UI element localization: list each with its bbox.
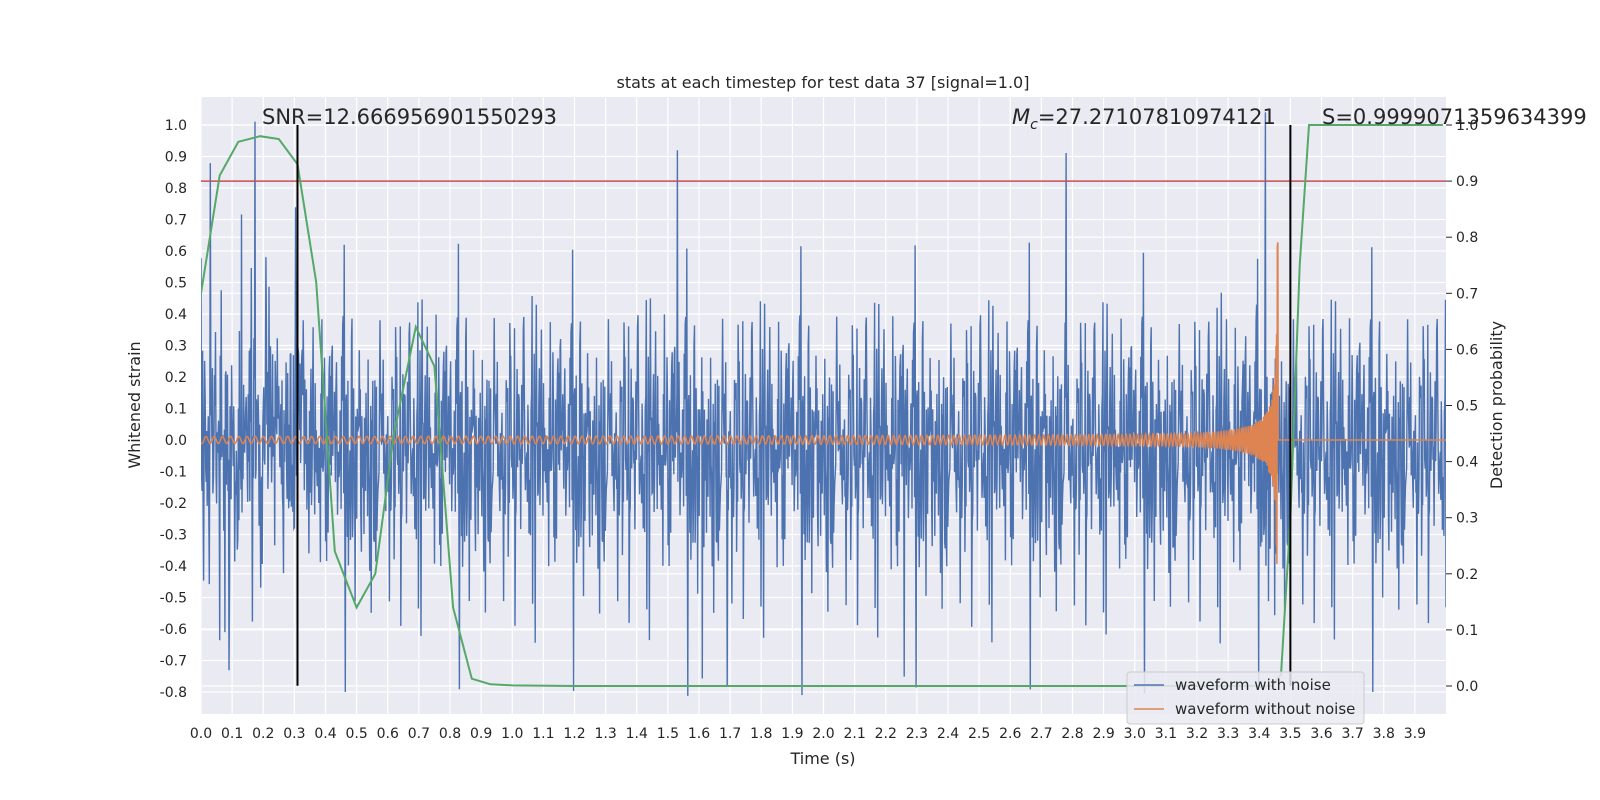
x-tick-label: 0.1 <box>221 726 243 742</box>
legend: waveform with noise waveform without noi… <box>1126 671 1365 725</box>
x-tick-label: 0.2 <box>252 726 274 742</box>
y-left-tick-label: -0.5 <box>160 591 187 607</box>
x-tick-label: 0.0 <box>190 726 212 742</box>
y-axis-left-label: Whitened strain <box>125 341 144 468</box>
chart-title: stats at each timestep for test data 37 … <box>617 73 1030 92</box>
y-left-tick-label: 0.6 <box>165 244 187 260</box>
x-tick-label: 1.5 <box>657 726 679 742</box>
x-tick-label: 3.4 <box>1248 726 1270 742</box>
x-tick-label: 2.3 <box>906 726 928 742</box>
x-tick-label: 3.9 <box>1404 726 1426 742</box>
y-left-tick-label: 0.8 <box>165 181 187 197</box>
y-right-tick-label: 0.1 <box>1456 623 1478 639</box>
y-left-tick-label: 0.1 <box>165 402 187 418</box>
y-right-tick-label: 0.7 <box>1456 286 1478 302</box>
y-left-tick-label: 0.4 <box>165 307 187 323</box>
y-left-tick-label: 0.3 <box>165 339 187 355</box>
x-tick-label: 3.0 <box>1124 726 1146 742</box>
y-right-tick-label: 0.6 <box>1456 342 1478 358</box>
y-left-tick-label: -0.7 <box>160 654 187 670</box>
x-tick-label: 1.8 <box>750 726 772 742</box>
x-tick-label: 2.6 <box>999 726 1021 742</box>
y-left-tick-label: 0.7 <box>165 213 187 229</box>
y-right-tick-label: 0.8 <box>1456 230 1478 246</box>
x-tick-label: 3.6 <box>1310 726 1332 742</box>
x-tick-label: 2.1 <box>843 726 865 742</box>
y-right-tick-label: 0.4 <box>1456 455 1478 471</box>
x-tick-label: 2.9 <box>1092 726 1114 742</box>
y-left-tick-label: 0.0 <box>165 433 187 449</box>
y-axis-left-ticks: 1.0 0.9 0.8 0.7 0.6 0.5 0.4 0.3 0.2 0.1 0.0 -0.1 -0.… <box>160 118 187 701</box>
x-tick-label: 0.8 <box>439 726 461 742</box>
x-tick-label: 2.2 <box>875 726 897 742</box>
s-annotation: S=0.9999071359634399 <box>1322 105 1587 129</box>
series-waveform-without-noise <box>201 242 1446 564</box>
chirp-mass-annotation: Mc=27.27107810974121 <box>1012 105 1276 133</box>
y-left-tick-label: 0.9 <box>165 150 187 166</box>
x-tick-label: 0.6 <box>377 726 399 742</box>
y-right-tick-label: 1.0 <box>1456 118 1478 134</box>
x-tick-label: 3.7 <box>1341 726 1363 742</box>
y-right-tick-label: 0.0 <box>1456 679 1478 695</box>
y-right-tick-label: 0.5 <box>1456 399 1478 415</box>
x-tick-label: 1.1 <box>532 726 554 742</box>
legend-label-noise: waveform with noise <box>1175 676 1331 694</box>
y-left-tick-label: 1.0 <box>165 118 187 134</box>
y-left-tick-label: 0.2 <box>165 370 187 386</box>
chirp-mass-value: =27.27107810974121 <box>1038 105 1276 129</box>
x-axis-label: Time (s) <box>789 749 855 768</box>
x-tick-label: 1.4 <box>626 726 648 742</box>
y-left-tick-label: -0.4 <box>160 559 187 575</box>
x-tick-label: 0.3 <box>283 726 305 742</box>
y-axis-right-label: Detection probability <box>1487 321 1506 489</box>
chirp-mass-symbol: M <box>1012 105 1030 129</box>
x-tick-label: 1.0 <box>501 726 523 742</box>
x-tick-label: 2.4 <box>937 726 959 742</box>
x-tick-label: 3.1 <box>1155 726 1177 742</box>
chirp-mass-subscript: c <box>1030 117 1038 133</box>
x-tick-label: 3.2 <box>1186 726 1208 742</box>
x-tick-label: 1.2 <box>563 726 585 742</box>
legend-box <box>1126 671 1365 725</box>
snr-annotation: SNR=12.666956901550293 <box>262 105 557 129</box>
y-right-tick-label: 0.2 <box>1456 567 1478 583</box>
y-left-tick-label: -0.6 <box>160 622 187 638</box>
event-markers <box>296 125 1292 686</box>
x-tick-label: 0.4 <box>314 726 336 742</box>
x-tick-label: 1.7 <box>719 726 741 742</box>
x-tick-label: 2.5 <box>968 726 990 742</box>
x-tick-label: 2.7 <box>1030 726 1052 742</box>
y-left-tick-label: -0.2 <box>160 496 187 512</box>
y-gridlines-left <box>201 124 1446 693</box>
y-left-tick-label: -0.8 <box>160 685 187 701</box>
x-tick-label: 3.5 <box>1279 726 1301 742</box>
x-tick-label: 3.3 <box>1217 726 1239 742</box>
legend-label-clean: waveform without noise <box>1175 700 1355 718</box>
y-left-tick-label: -0.3 <box>160 528 187 544</box>
y-axis-right-ticks: 1.0 0.9 0.8 0.7 0.6 0.5 0.4 0.3 0.2 0.1 0.0 <box>1446 118 1478 695</box>
y-right-tick-label: 0.9 <box>1456 174 1478 190</box>
x-tick-label: 2.0 <box>812 726 834 742</box>
x-axis-ticks: 0.0 0.1 0.2 0.3 0.4 0.5 0.6 0.7 0.8 0.9 1.0 1.1 1.2 1… <box>190 726 1426 742</box>
x-tick-label: 1.6 <box>688 726 710 742</box>
x-tick-label: 2.8 <box>1061 726 1083 742</box>
x-tick-label: 1.3 <box>594 726 616 742</box>
y-left-tick-label: 0.5 <box>165 276 187 292</box>
series-detection-probability <box>201 124 1443 687</box>
x-tick-label: 0.7 <box>408 726 430 742</box>
x-tick-label: 1.9 <box>781 726 803 742</box>
y-right-tick-label: 0.3 <box>1456 511 1478 527</box>
x-tick-label: 0.9 <box>470 726 492 742</box>
x-tick-label: 0.5 <box>345 726 367 742</box>
x-tick-label: 3.8 <box>1373 726 1395 742</box>
y-left-tick-label: -0.1 <box>160 465 187 481</box>
